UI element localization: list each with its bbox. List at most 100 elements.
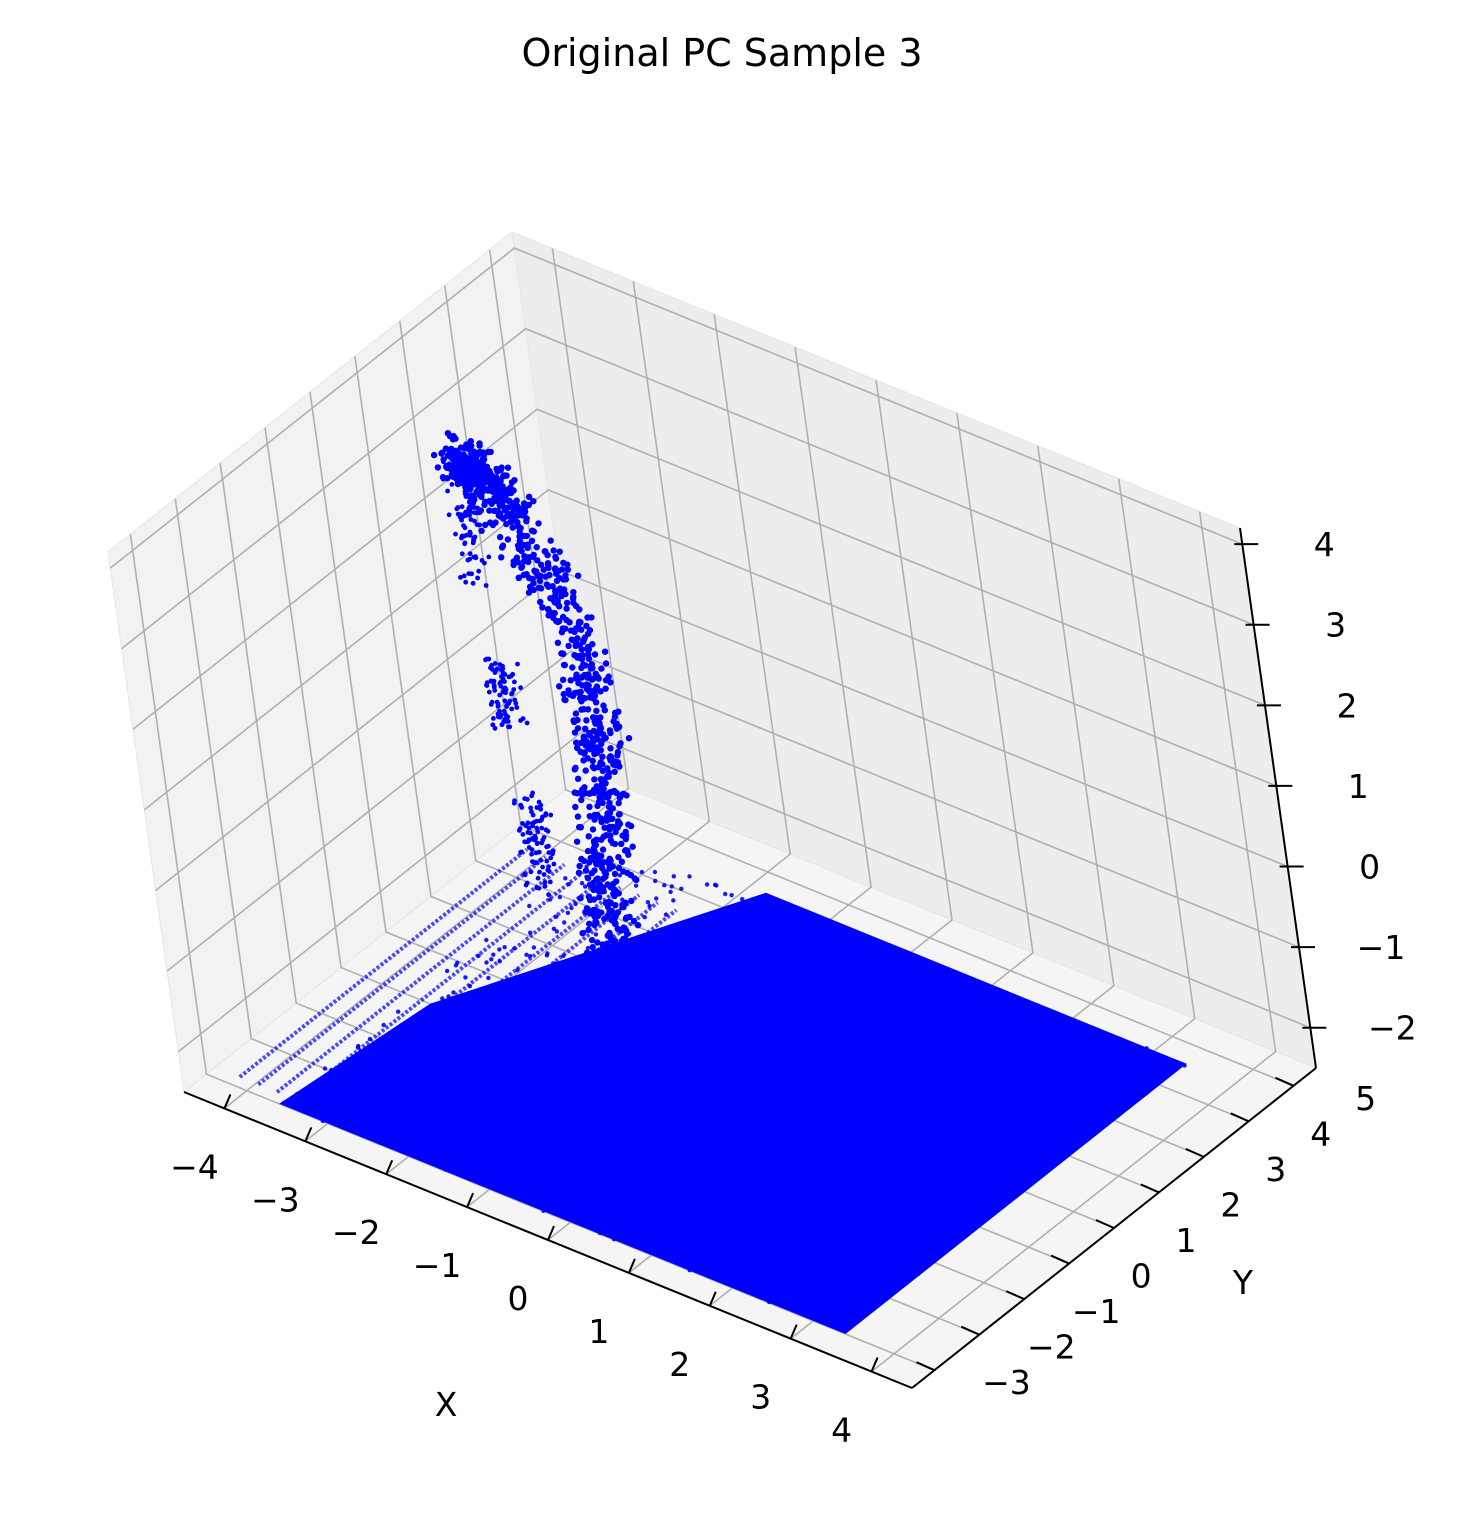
point bbox=[375, 1109, 381, 1115]
point bbox=[465, 1056, 470, 1061]
z-tick-label: 1 bbox=[1348, 767, 1369, 806]
x-tick-label: −2 bbox=[332, 1213, 381, 1252]
point bbox=[518, 850, 523, 855]
point bbox=[821, 1256, 827, 1261]
point bbox=[596, 1015, 603, 1022]
point bbox=[969, 1154, 974, 1159]
point bbox=[545, 1089, 550, 1094]
point bbox=[322, 1066, 328, 1071]
point bbox=[943, 991, 949, 996]
point bbox=[602, 996, 610, 1004]
point bbox=[503, 490, 511, 497]
point bbox=[577, 824, 584, 831]
point bbox=[736, 1173, 742, 1179]
point bbox=[1029, 1109, 1035, 1114]
point bbox=[869, 1103, 874, 1108]
point bbox=[445, 488, 450, 494]
point bbox=[574, 572, 582, 579]
point bbox=[594, 802, 601, 810]
point bbox=[946, 1188, 952, 1193]
point bbox=[1010, 1060, 1015, 1066]
point bbox=[344, 1073, 349, 1078]
point bbox=[613, 1069, 620, 1077]
point bbox=[584, 1041, 591, 1048]
point bbox=[462, 540, 468, 546]
point bbox=[720, 974, 725, 979]
y-tick bbox=[1050, 1254, 1070, 1265]
point bbox=[867, 1276, 872, 1282]
point bbox=[613, 725, 621, 732]
point bbox=[784, 1087, 789, 1093]
point bbox=[598, 852, 605, 860]
point bbox=[574, 716, 581, 724]
point bbox=[585, 651, 592, 658]
point bbox=[534, 557, 541, 564]
point bbox=[601, 956, 608, 963]
point bbox=[979, 1150, 984, 1155]
y-gridline bbox=[129, 534, 935, 1371]
point bbox=[548, 855, 554, 861]
point bbox=[530, 498, 537, 505]
point bbox=[734, 1179, 739, 1185]
point bbox=[897, 1099, 903, 1104]
point bbox=[582, 867, 590, 874]
point bbox=[827, 1093, 832, 1098]
point bbox=[972, 1106, 978, 1111]
point bbox=[1095, 1106, 1100, 1112]
point bbox=[601, 1092, 606, 1098]
point bbox=[541, 1208, 546, 1214]
point bbox=[827, 1247, 833, 1253]
point bbox=[922, 1047, 928, 1052]
point bbox=[500, 676, 506, 682]
point bbox=[923, 1245, 929, 1251]
point bbox=[988, 1123, 993, 1129]
point bbox=[968, 1178, 973, 1183]
x-axis-title: X bbox=[435, 1385, 458, 1424]
point bbox=[594, 1030, 601, 1037]
point bbox=[856, 1241, 862, 1246]
point bbox=[623, 914, 630, 921]
point bbox=[947, 1237, 952, 1242]
point bbox=[836, 1306, 842, 1311]
point bbox=[1111, 1087, 1117, 1092]
point bbox=[1074, 1134, 1079, 1140]
point bbox=[624, 967, 631, 974]
point bbox=[899, 1187, 904, 1193]
point bbox=[996, 1139, 1001, 1144]
point bbox=[720, 1025, 725, 1030]
point bbox=[773, 1165, 778, 1170]
point bbox=[687, 874, 692, 879]
point bbox=[842, 1095, 847, 1101]
point bbox=[554, 929, 559, 934]
point bbox=[883, 1093, 889, 1099]
point bbox=[933, 1027, 938, 1033]
point bbox=[732, 1281, 737, 1287]
point bbox=[822, 1265, 827, 1271]
point bbox=[469, 479, 474, 485]
point bbox=[829, 1178, 834, 1183]
point bbox=[655, 1107, 661, 1112]
point bbox=[614, 752, 621, 759]
point bbox=[794, 1093, 799, 1098]
point bbox=[624, 1200, 629, 1206]
y-tick bbox=[1230, 1112, 1250, 1123]
point bbox=[1026, 1047, 1031, 1052]
point bbox=[810, 1256, 816, 1261]
point bbox=[598, 665, 605, 672]
point bbox=[808, 1309, 813, 1314]
point bbox=[1068, 1055, 1073, 1061]
point bbox=[959, 1123, 965, 1128]
point bbox=[626, 982, 633, 990]
point bbox=[728, 1281, 733, 1286]
point bbox=[594, 977, 602, 984]
point bbox=[868, 1090, 873, 1095]
point bbox=[677, 1191, 683, 1196]
point bbox=[968, 1029, 974, 1034]
point bbox=[595, 1144, 600, 1149]
point bbox=[470, 494, 478, 501]
point bbox=[977, 1017, 983, 1022]
point bbox=[520, 832, 526, 837]
point bbox=[633, 876, 640, 884]
point bbox=[847, 1099, 852, 1104]
point bbox=[512, 679, 517, 685]
